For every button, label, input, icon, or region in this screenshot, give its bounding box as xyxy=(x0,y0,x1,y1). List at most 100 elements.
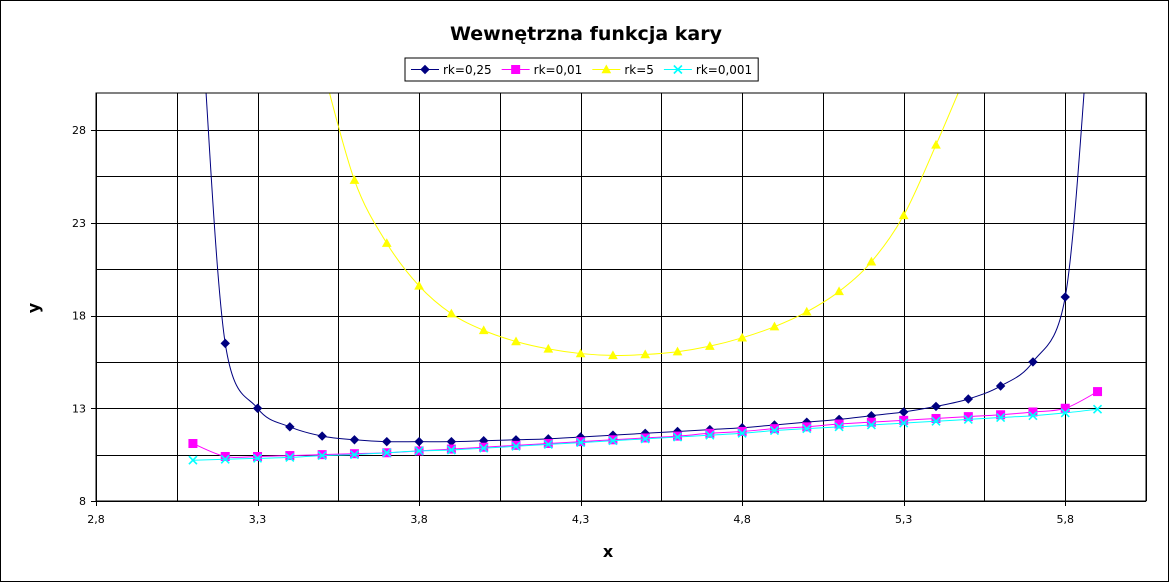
triangle-marker xyxy=(381,238,392,247)
square-marker xyxy=(963,412,973,422)
y-axis-title: y xyxy=(24,302,43,313)
legend-entry: rk=0,01 xyxy=(501,63,582,77)
x-marker-stroke xyxy=(317,450,327,461)
x-tick-label: 5,3 xyxy=(895,513,913,526)
y-tick-label: 23 xyxy=(72,217,86,230)
x-marker xyxy=(1060,408,1070,418)
triangle-marker xyxy=(601,64,612,74)
x-marker-stroke xyxy=(640,434,650,444)
x-marker xyxy=(446,445,456,455)
x-marker xyxy=(285,452,295,462)
triangle-marker xyxy=(640,349,651,359)
x-marker-stroke xyxy=(737,428,747,438)
series-2 xyxy=(328,93,959,360)
diamond-marker xyxy=(931,401,941,412)
y-tick-label: 8 xyxy=(79,495,86,508)
series-3 xyxy=(188,404,1103,465)
square-marker xyxy=(834,419,844,429)
x-marker xyxy=(769,425,780,436)
x-tick-label: 5,8 xyxy=(1056,513,1074,526)
triangle-marker xyxy=(704,341,715,350)
square-marker xyxy=(1093,387,1103,397)
x-marker-stroke xyxy=(1060,408,1070,418)
x-marker xyxy=(1092,404,1103,414)
triangle-marker xyxy=(608,350,618,360)
triangle-marker xyxy=(769,321,780,331)
x-marker xyxy=(866,420,876,430)
x-marker-stroke xyxy=(899,418,909,428)
legend-entry: rk=5 xyxy=(592,63,654,77)
x-marker xyxy=(737,428,747,438)
triangle-marker xyxy=(446,308,457,318)
legend-label: rk=0,001 xyxy=(696,63,752,77)
x-marker-stroke xyxy=(220,454,230,464)
x-tick-label: 3,3 xyxy=(249,513,267,526)
x-marker xyxy=(640,434,650,444)
x-marker xyxy=(479,443,489,453)
x-marker-stroke xyxy=(188,455,198,465)
x-tick-label: 4,3 xyxy=(572,513,590,526)
x-marker-stroke xyxy=(285,452,295,462)
chart-title: Wewnętrzna funkcja kary xyxy=(450,23,723,45)
x-marker xyxy=(963,414,973,424)
x-marker xyxy=(899,418,909,428)
triangle-marker xyxy=(898,210,909,220)
x-marker xyxy=(220,454,230,464)
square-marker xyxy=(511,65,521,74)
diamond-marker xyxy=(382,436,392,447)
x-marker-stroke xyxy=(963,414,973,424)
x-marker xyxy=(673,64,683,75)
diamond-marker xyxy=(1028,357,1038,367)
x-marker-stroke xyxy=(511,441,521,451)
square-marker xyxy=(769,424,779,434)
triangle-marker xyxy=(866,256,877,266)
triangle-marker xyxy=(834,286,844,296)
square-marker xyxy=(220,451,230,461)
x-marker-stroke xyxy=(479,443,489,453)
x-marker-stroke xyxy=(802,424,812,434)
square-marker xyxy=(705,428,715,438)
diamond-marker xyxy=(420,64,430,75)
triangle-marker xyxy=(511,336,521,346)
triangle-marker xyxy=(575,348,586,358)
x-marker-stroke xyxy=(543,439,553,450)
x-marker xyxy=(931,416,941,426)
y-tick-label: 28 xyxy=(72,124,86,137)
x-marker-stroke xyxy=(705,430,715,440)
diamond-marker xyxy=(317,431,327,441)
x-marker-stroke xyxy=(252,453,263,463)
x-marker xyxy=(834,422,844,432)
x-tick-label: 2,8 xyxy=(87,513,105,526)
legend-entry: rk=0,001 xyxy=(663,63,752,77)
series-layer xyxy=(188,93,1103,465)
square-marker xyxy=(737,426,747,436)
legend-label: rk=5 xyxy=(624,63,654,77)
square-marker xyxy=(285,451,295,461)
x-marker xyxy=(672,432,683,442)
square-marker xyxy=(802,422,812,432)
x-marker-stroke xyxy=(1028,411,1038,421)
square-marker xyxy=(931,413,941,423)
x-marker xyxy=(1028,411,1038,421)
x-marker-stroke xyxy=(673,64,683,75)
diamond-marker xyxy=(220,338,230,349)
x-marker-stroke xyxy=(576,438,586,448)
x-marker xyxy=(576,438,586,448)
x-marker xyxy=(188,455,198,465)
x-marker xyxy=(705,430,715,440)
x-marker-stroke xyxy=(769,425,780,436)
triangle-marker xyxy=(737,332,748,342)
legend-label: rk=0,25 xyxy=(443,63,492,77)
x-marker-stroke xyxy=(931,416,941,426)
diamond-marker xyxy=(995,381,1006,391)
diamond-marker xyxy=(1060,292,1070,302)
square-marker xyxy=(188,439,198,449)
legend: rk=0,25 rk=0,01 rk=5 rk=0,001 xyxy=(404,57,759,82)
square-marker xyxy=(899,415,909,425)
x-marker xyxy=(349,450,360,460)
x-marker-stroke xyxy=(672,432,683,442)
x-tick-label: 3,8 xyxy=(410,513,428,526)
x-marker-stroke xyxy=(414,446,424,456)
x-marker-stroke xyxy=(349,450,360,460)
